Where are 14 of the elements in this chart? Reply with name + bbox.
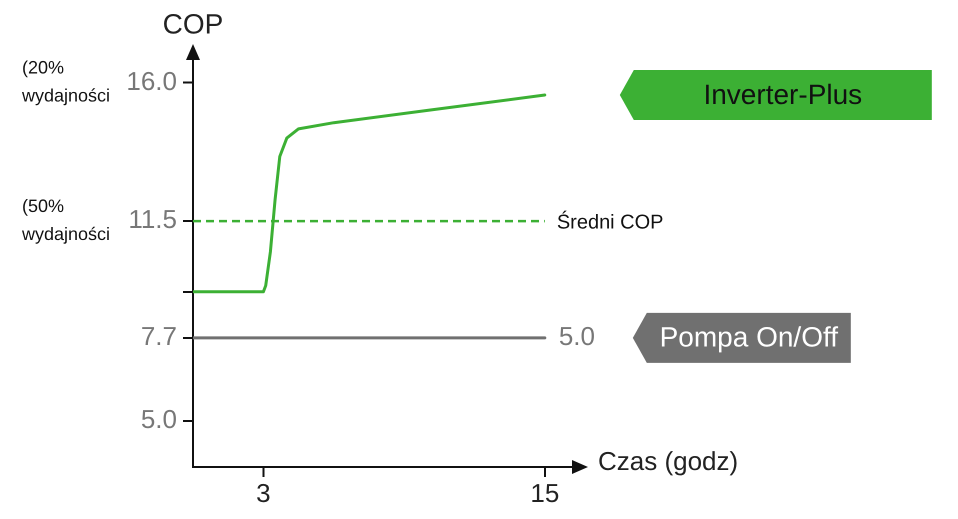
text: Pompa On/Off [660,322,838,353]
text: Inverter-Plus [703,78,862,110]
text: (50% wydajności [21,196,110,244]
y-tick-label: 7.7 [140,321,177,352]
y-tick-label: 16.0 [126,66,177,96]
annotation: 5.0 [558,321,595,352]
x-tick-label: 3 [256,478,271,508]
x-axis-title: Czas (godz) [598,446,738,476]
x-tick-label: 15 [530,478,560,508]
ref-line-label: Średni COP [556,210,664,234]
y-axis-title: COP [162,8,224,40]
y-tick-label: 5.0 [140,404,177,434]
y-tick-label: 11.5 [128,204,177,234]
text: (20% wydajności [21,58,110,106]
